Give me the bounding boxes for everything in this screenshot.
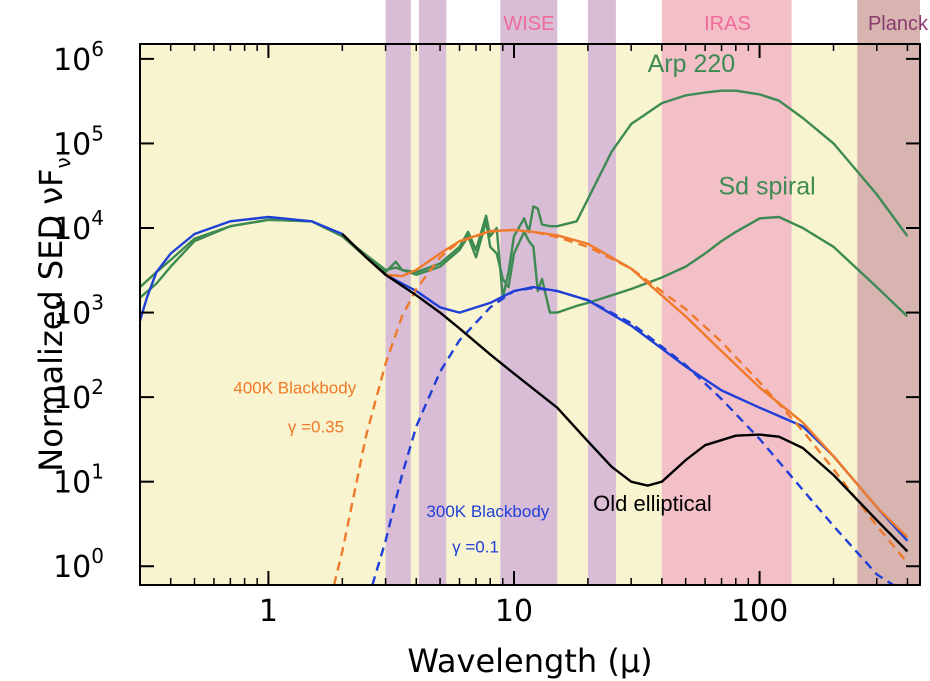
annotation-0: Arp 220 — [648, 50, 736, 78]
y-tick-label-4: 104 — [53, 206, 104, 247]
band-1 — [418, 0, 447, 585]
series-line-5 — [371, 286, 894, 585]
y-tick-label-6: 106 — [53, 37, 104, 78]
band-label-1: IRAS — [704, 13, 751, 35]
band-3 — [587, 0, 616, 585]
series-lines — [140, 89, 909, 585]
axis-ticks: 1 10 100 100 101 102 103 104 105 106 — [53, 37, 920, 629]
x-axis-label: Wavelength (μ) — [407, 642, 652, 680]
x-tick-label-0: 1 — [259, 594, 278, 629]
annotation-4: 300K Blackbody — [426, 502, 549, 521]
y-tick-label-0: 100 — [53, 544, 104, 585]
annotation-5: γ =0.1 — [452, 538, 499, 557]
x-tick-label-2: 100 — [731, 594, 788, 629]
y-tick-label-3: 103 — [53, 291, 104, 332]
y-tick-label-1: 101 — [53, 460, 104, 501]
series-line-3 — [341, 228, 909, 539]
y-axis-label: Normalized SED νFν — [32, 157, 75, 471]
annotation-6: Old elliptical — [593, 491, 712, 516]
band-label-2: Planck — [868, 13, 929, 35]
annotation-1: Sd spiral — [718, 172, 815, 200]
y-axis-label-main: Normalized SED νF — [32, 168, 70, 471]
series-line-2 — [140, 215, 909, 542]
band-5 — [857, 0, 920, 585]
series-line-4 — [332, 228, 909, 585]
annotation-3: γ =0.35 — [288, 418, 344, 437]
y-tick-label-2: 102 — [53, 375, 104, 416]
band-and-annotation-labels: WISE IRAS Planck Arp 220 Sd spiral 400K Black… — [233, 13, 929, 557]
x-tick-label-1: 10 — [495, 594, 533, 629]
plot-frame — [139, 43, 921, 586]
band-label-0: WISE — [503, 13, 554, 35]
band-0 — [385, 0, 411, 585]
series-line-6 — [341, 233, 909, 553]
y-tick-label-5: 105 — [53, 121, 104, 162]
y-axis-label-sub: ν — [51, 157, 75, 168]
annotation-2: 400K Blackbody — [233, 379, 356, 398]
